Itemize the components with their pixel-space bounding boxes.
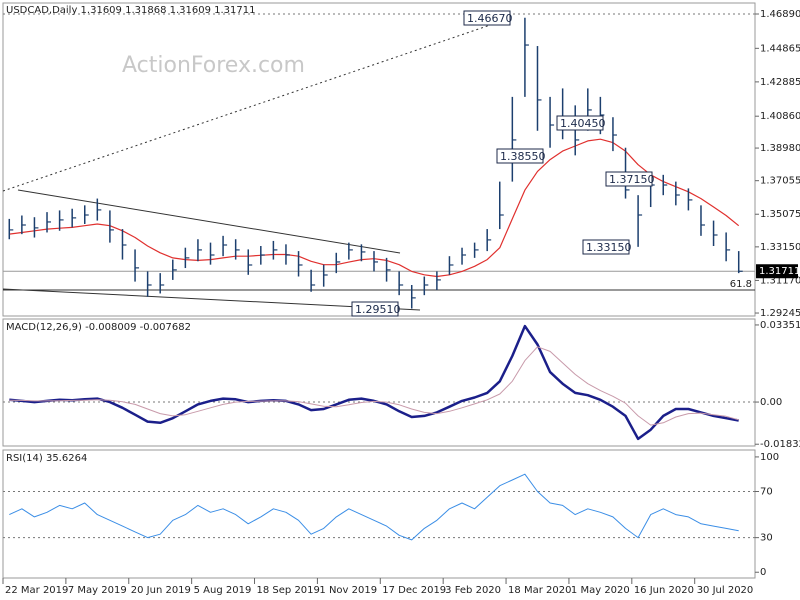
x-tick-label: 30 Jul 2020 — [697, 585, 754, 596]
watermark: ActionForex.com — [122, 53, 305, 78]
y-tick-label: 1.37055 — [760, 176, 800, 187]
x-tick-label: 16 Jun 2020 — [634, 585, 694, 596]
y-tick-label: 1.40860 — [760, 111, 800, 122]
series-line — [9, 346, 739, 426]
annotation-box — [496, 148, 544, 164]
annotation-box — [351, 301, 399, 317]
y-tick-label: 1.44865 — [760, 43, 800, 54]
trend-line — [17, 189, 401, 254]
y-tick-label: 1.46890 — [760, 9, 800, 20]
x-tick-label: 18 Mar 2020 — [508, 585, 571, 596]
annotation-box — [556, 115, 604, 131]
y-tick-label: 1.42885 — [760, 77, 800, 88]
macd-panel — [2, 318, 756, 447]
y-tick-label: 100 — [760, 452, 779, 463]
y-tick-label: 30 — [760, 533, 773, 544]
y-tick-label: 1.38980 — [760, 143, 800, 154]
annotation-box — [463, 10, 511, 26]
trend-line — [2, 19, 506, 192]
y-tick-label: 1.29245 — [760, 308, 800, 319]
rsi-title: RSI(14) 35.6264 — [6, 453, 87, 464]
annotation: 1.38550 — [500, 150, 546, 163]
annotation-box — [605, 171, 653, 187]
x-tick-label: 1 Nov 2019 — [319, 585, 377, 596]
x-tick-label: 3 Feb 2020 — [445, 585, 501, 596]
y-tick-label: 70 — [760, 487, 773, 498]
rsi-panel — [2, 449, 756, 579]
y-tick-label: 0.00 — [760, 397, 782, 408]
annotation: 1.33150 — [586, 241, 632, 254]
annotation: 1.29510 — [355, 303, 401, 316]
annotation: 1.37150 — [609, 173, 655, 186]
last-price-label: 1.31711 — [759, 266, 800, 277]
series-line — [9, 473, 739, 541]
annotation: 1.46670 — [467, 12, 513, 25]
x-tick-label: 18 Sep 2019 — [257, 585, 320, 596]
trend-line — [2, 288, 421, 311]
y-tick-label: 1.35075 — [760, 209, 800, 220]
x-tick-label: 1 May 2020 — [571, 585, 630, 596]
y-tick-label: 1.31170 — [760, 275, 800, 286]
y-tick-label: 0.033515 — [760, 320, 800, 331]
annotation-box — [582, 239, 630, 255]
annotation: 1.40450 — [560, 117, 606, 130]
y-tick-label: 1.33150 — [760, 242, 800, 253]
x-tick-label: 22 Mar 2019 — [5, 585, 68, 596]
chart-title: USDCAD,Daily 1.31609 1.31868 1.31609 1.3… — [6, 5, 256, 16]
x-tick-label: 20 Jun 2019 — [131, 585, 191, 596]
x-tick-label: 5 Aug 2019 — [194, 585, 252, 596]
fib-label: 61.8 — [730, 279, 752, 290]
macd-title: MACD(12,26,9) -0.008009 -0.007682 — [6, 322, 191, 333]
x-tick-label: 7 May 2019 — [68, 585, 127, 596]
y-tick-label: -0.018324 — [760, 439, 800, 450]
x-tick-label: 17 Dec 2019 — [382, 585, 446, 596]
last-price-box — [756, 264, 798, 279]
y-tick-label: 0 — [760, 567, 766, 578]
